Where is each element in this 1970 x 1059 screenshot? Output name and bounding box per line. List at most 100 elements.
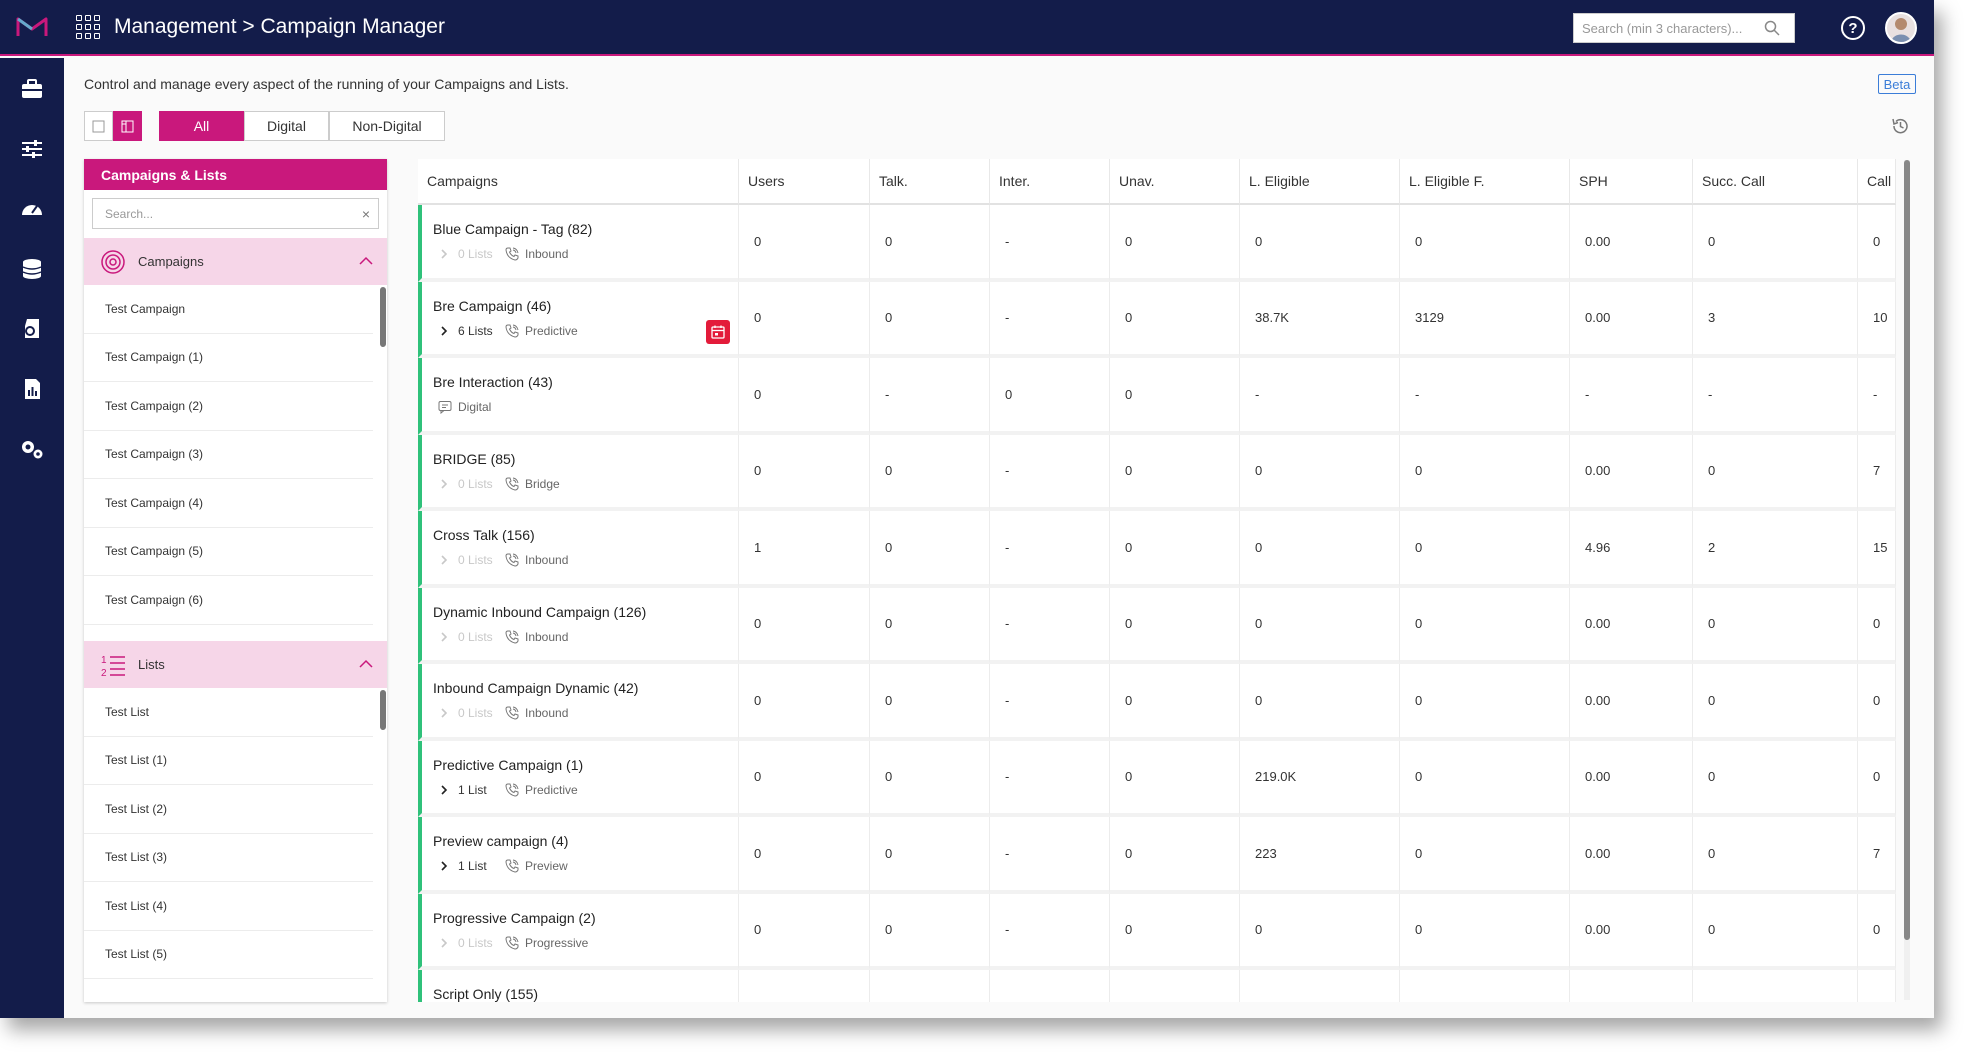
sliders-icon[interactable]	[0, 119, 64, 179]
list-item[interactable]: Test List (3)	[84, 834, 373, 882]
panel-search-input[interactable]	[93, 199, 354, 228]
campaign-cell[interactable]: Cross Talk (156) 0 Lists Inbound	[418, 511, 739, 588]
campaign-type-label: Inbound	[525, 553, 569, 567]
campaign-cell[interactable]: Script Only (155)	[418, 970, 739, 1002]
table-row[interactable]: Inbound Campaign Dynamic (42) 0 Lists Inbo…	[418, 664, 1896, 741]
metric-cell	[1110, 970, 1240, 1002]
chevron-up-icon[interactable]	[359, 254, 373, 268]
list-item[interactable]: Test List (2)	[84, 785, 373, 834]
column-header[interactable]: Campaigns	[418, 159, 739, 205]
lists-scrollbar[interactable]	[380, 690, 386, 730]
campaign-list-scrollbar[interactable]	[380, 287, 386, 347]
campaigns-section-header[interactable]: Campaigns	[84, 238, 387, 285]
campaign-cell[interactable]: Bre Interaction (43) Digital	[418, 358, 739, 435]
database-icon[interactable]	[0, 239, 64, 299]
global-search-input[interactable]	[1574, 14, 1764, 42]
calendar-icon[interactable]	[706, 319, 730, 344]
split-view-toggle[interactable]	[113, 111, 142, 141]
campaign-name[interactable]: Bre Interaction (43)	[433, 374, 553, 390]
help-icon[interactable]: ?	[1841, 16, 1865, 40]
lists-expander: 0 Lists	[433, 247, 505, 261]
lists-expander[interactable]: 1 List	[433, 783, 505, 797]
campaign-cell[interactable]: Dynamic Inbound Campaign (126) 0 Lists Inb…	[418, 587, 739, 664]
metric-cell: 0	[1858, 664, 1896, 741]
history-icon[interactable]	[1890, 116, 1910, 136]
list-item[interactable]: Test Campaign (4)	[84, 479, 373, 528]
campaign-cell[interactable]: Progressive Campaign (2) 0 Lists Progressi…	[418, 893, 739, 970]
column-header[interactable]: SPH	[1570, 159, 1693, 205]
table-header-row: Campaigns Users Talk. Inter. Unav. L. Eligibl…	[418, 159, 1896, 205]
list-item[interactable]: Test Campaign (1)	[84, 334, 373, 382]
column-header[interactable]: Talk.	[870, 159, 990, 205]
campaign-name[interactable]: Bre Campaign (46)	[433, 297, 552, 314]
shield-icon[interactable]	[0, 299, 64, 359]
campaign-cell[interactable]: Blue Campaign - Tag (82) 0 Lists Inbound	[418, 205, 739, 282]
chevron-up-icon[interactable]	[359, 657, 373, 671]
column-header[interactable]: L. Eligible F.	[1400, 159, 1570, 205]
tab-non-digital[interactable]: Non-Digital	[329, 111, 445, 141]
campaign-cell[interactable]: Preview campaign (4) 1 List Preview	[418, 817, 739, 894]
list-item[interactable]: Test List	[84, 688, 373, 737]
column-header[interactable]: Users	[739, 159, 870, 205]
table-row[interactable]: Preview campaign (4) 1 List Preview 0 0-0 223…	[418, 817, 1896, 894]
metric-cell: 0	[870, 434, 990, 511]
settings-icon[interactable]	[0, 419, 64, 479]
list-item[interactable]: Test List (5)	[84, 931, 373, 979]
list-item[interactable]: Test Campaign (2)	[84, 382, 373, 431]
campaign-name[interactable]: Progressive Campaign (2)	[433, 909, 596, 926]
table-scrollbar[interactable]	[1904, 160, 1910, 940]
table-row[interactable]: Blue Campaign - Tag (82) 0 Lists Inbound 0 0…	[418, 205, 1896, 282]
lists-expander[interactable]: 6 Lists	[433, 324, 505, 338]
column-header[interactable]: L. Eligible	[1240, 159, 1400, 205]
table-row[interactable]: BRIDGE (85) 0 Lists Bridge 0 0-0 0 0 0.00 0 7	[418, 434, 1896, 511]
list-item[interactable]: Test Campaign	[84, 285, 373, 334]
table-row[interactable]: Bre Campaign (46) 6 Lists Predictive 0 0-0 38…	[418, 281, 1896, 358]
campaign-name[interactable]: BRIDGE (85)	[433, 450, 516, 467]
briefcase-icon[interactable]	[0, 59, 64, 119]
lists-expander[interactable]: 1 List	[433, 859, 505, 873]
campaign-name[interactable]: Dynamic Inbound Campaign (126)	[433, 603, 647, 620]
table-row[interactable]: Progressive Campaign (2) 0 Lists Progressi…	[418, 893, 1896, 970]
table-row[interactable]: Dynamic Inbound Campaign (126) 0 Lists Inb…	[418, 587, 1896, 664]
list-item[interactable]: Test Campaign (3)	[84, 431, 373, 479]
campaign-name[interactable]: Preview campaign (4)	[433, 833, 569, 849]
column-header[interactable]: Inter.	[990, 159, 1110, 205]
campaign-name[interactable]: Script Only (155)	[433, 986, 539, 1002]
avatar[interactable]	[1885, 12, 1917, 44]
table-row[interactable]: Predictive Campaign (1) 1 List Predictive 0…	[418, 740, 1896, 817]
column-header[interactable]: Call	[1858, 159, 1896, 205]
campaign-name[interactable]: Cross Talk (156)	[433, 527, 535, 543]
list-item[interactable]: Test List (4)	[84, 882, 373, 931]
tab-all[interactable]: All	[159, 111, 244, 141]
dashboard-icon[interactable]	[0, 179, 64, 239]
column-header[interactable]: Unav.	[1110, 159, 1240, 205]
campaign-name[interactable]: Inbound Campaign Dynamic (42)	[433, 680, 639, 696]
apps-grid-icon[interactable]	[76, 15, 100, 39]
phone-icon	[505, 324, 519, 338]
table-row[interactable]: Script Only (155)	[418, 970, 1896, 1002]
clear-search-icon[interactable]: ×	[361, 205, 371, 222]
lists-count: 0 Lists	[458, 247, 493, 261]
tab-digital[interactable]: Digital	[244, 111, 329, 141]
global-search[interactable]	[1573, 13, 1795, 43]
table-row[interactable]: Cross Talk (156) 0 Lists Inbound 1 0-0 0 0 4.96…	[418, 511, 1896, 588]
metric-cell: 0	[1240, 587, 1400, 664]
report-icon[interactable]	[0, 359, 64, 419]
column-header[interactable]: Succ. Call	[1693, 159, 1858, 205]
single-view-toggle[interactable]	[84, 111, 113, 141]
list-item[interactable]: Test Campaign (5)	[84, 528, 373, 576]
brand-logo[interactable]	[0, 0, 64, 55]
metric-cell: -	[990, 587, 1110, 664]
metric-cell: -	[1240, 358, 1400, 435]
list-item[interactable]: Test Campaign (6)	[84, 576, 373, 625]
search-icon[interactable]	[1764, 20, 1780, 36]
campaign-name[interactable]: Blue Campaign - Tag (82)	[433, 221, 593, 237]
campaign-cell[interactable]: Inbound Campaign Dynamic (42) 0 Lists Inbo…	[418, 664, 739, 741]
campaign-cell[interactable]: Bre Campaign (46) 6 Lists Predictive	[418, 281, 739, 358]
campaign-name[interactable]: Predictive Campaign (1)	[433, 756, 584, 773]
campaign-cell[interactable]: Predictive Campaign (1) 1 List Predictive	[418, 740, 739, 817]
table-row[interactable]: Bre Interaction (43) Digital 0-0 0- - - - -	[418, 358, 1896, 435]
campaign-cell[interactable]: BRIDGE (85) 0 Lists Bridge	[418, 434, 739, 511]
list-item[interactable]: Test List (1)	[84, 737, 373, 785]
